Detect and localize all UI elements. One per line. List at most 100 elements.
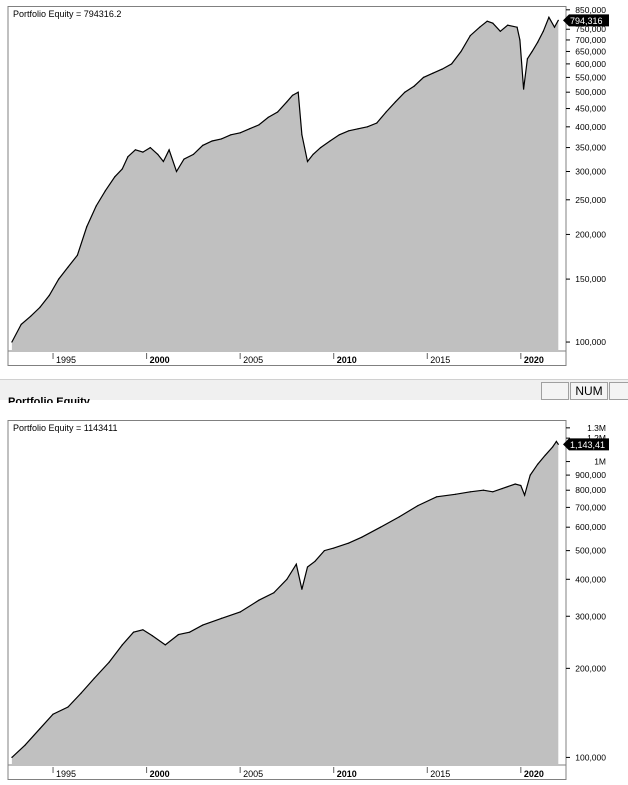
data-point xyxy=(183,158,185,160)
data-point xyxy=(24,744,26,746)
data-point xyxy=(492,491,494,493)
data-point xyxy=(192,153,194,155)
data-point xyxy=(542,30,544,32)
data-point xyxy=(142,151,144,153)
data-point xyxy=(67,706,69,708)
data-point xyxy=(277,111,279,113)
equity-area xyxy=(11,441,559,764)
data-point xyxy=(127,156,129,158)
data-point xyxy=(301,134,303,136)
data-point xyxy=(516,26,518,28)
data-point xyxy=(529,474,531,476)
data-point xyxy=(314,560,316,562)
equity-chart-2[interactable]: Portfolio Equity = 1143411 1.3M1.2M 1M 900,… xyxy=(0,403,628,785)
data-point xyxy=(132,631,135,633)
data-point xyxy=(348,542,350,544)
data-point xyxy=(20,323,22,325)
x-tick-label: 2010 xyxy=(337,355,357,365)
data-point xyxy=(537,463,539,465)
last-value-label: 1,143,41 xyxy=(570,440,605,450)
data-point xyxy=(39,728,41,730)
data-point xyxy=(451,63,453,65)
data-point xyxy=(239,611,241,613)
data-point xyxy=(295,563,297,565)
data-point xyxy=(460,50,462,53)
data-point xyxy=(164,644,166,646)
data-point xyxy=(202,144,204,146)
data-point xyxy=(114,176,116,178)
data-point xyxy=(48,294,50,296)
data-point xyxy=(492,22,494,24)
data-point xyxy=(523,88,525,90)
y-tick-label: 100,000 xyxy=(575,752,606,762)
data-point xyxy=(202,624,204,626)
data-point xyxy=(142,629,144,631)
last-value-marker xyxy=(563,438,609,451)
x-tick-label: 2005 xyxy=(243,769,263,779)
data-point xyxy=(557,19,559,21)
data-point xyxy=(58,278,60,280)
data-point xyxy=(323,550,325,552)
data-point xyxy=(301,588,303,590)
data-point xyxy=(469,35,471,37)
data-point xyxy=(432,72,434,74)
y-tick-label: 900,000 xyxy=(575,470,606,480)
data-point xyxy=(454,493,456,495)
x-tick-label: 2005 xyxy=(243,355,263,365)
y-tick-label: 400,000 xyxy=(575,122,606,132)
data-point xyxy=(104,190,106,192)
y-tick-label: 350,000 xyxy=(575,143,606,153)
data-point xyxy=(520,484,522,487)
y-tick-label: 550,000 xyxy=(575,72,606,82)
y-tick-label: 1.2M xyxy=(587,433,606,443)
y-tick-label: 250,000 xyxy=(575,195,606,205)
y-tick-label: 450,000 xyxy=(575,104,606,114)
data-point xyxy=(548,16,550,18)
data-point xyxy=(76,254,78,256)
data-point xyxy=(394,101,397,103)
x-tick-label: 2020 xyxy=(524,355,544,365)
data-point xyxy=(557,443,559,445)
data-point xyxy=(501,488,503,490)
data-point xyxy=(30,315,32,317)
status-cell-empty xyxy=(541,382,569,400)
data-point xyxy=(86,226,88,228)
data-point xyxy=(273,592,275,594)
data-point xyxy=(441,68,443,70)
data-point xyxy=(479,26,481,28)
equity-chart-1[interactable]: Portfolio Equity = 794316.2 850,000 750,00… xyxy=(0,0,628,378)
chart-title: Portfolio Equity = 794316.2 xyxy=(13,9,121,19)
y-tick-label: 800,000 xyxy=(575,485,606,495)
data-point xyxy=(544,454,546,456)
data-point xyxy=(376,122,378,124)
data-point xyxy=(230,134,232,136)
data-point xyxy=(422,76,425,78)
y-tick-label: 100,000 xyxy=(575,337,606,347)
data-point xyxy=(306,160,309,163)
status-cell-end xyxy=(609,382,628,400)
x-tick-label: 1995 xyxy=(56,769,76,779)
data-point xyxy=(39,306,41,308)
chart-pane-1: Portfolio Equity = 794316.2 850,000 750,00… xyxy=(0,0,628,378)
x-tick-label: 2020 xyxy=(524,769,544,779)
data-point xyxy=(168,149,170,151)
data-point xyxy=(413,85,415,87)
data-point xyxy=(95,205,97,207)
equity-area xyxy=(11,17,559,351)
data-point xyxy=(67,266,69,268)
chart-title: Portfolio Equity = 1143411 xyxy=(13,423,118,433)
data-point xyxy=(553,26,556,28)
data-point xyxy=(162,160,164,163)
equity-line xyxy=(11,15,559,343)
y-tick-label: 1.3M xyxy=(587,423,606,433)
data-point xyxy=(398,516,400,518)
y-tick-label: 300,000 xyxy=(575,611,606,621)
data-point xyxy=(189,631,191,633)
last-value-marker xyxy=(563,14,609,27)
data-point xyxy=(555,440,558,442)
data-point xyxy=(486,20,488,22)
y-tick-label: 600,000 xyxy=(575,522,606,532)
data-point xyxy=(499,30,501,32)
data-point xyxy=(239,132,241,134)
x-tick-label: 2000 xyxy=(150,355,170,365)
